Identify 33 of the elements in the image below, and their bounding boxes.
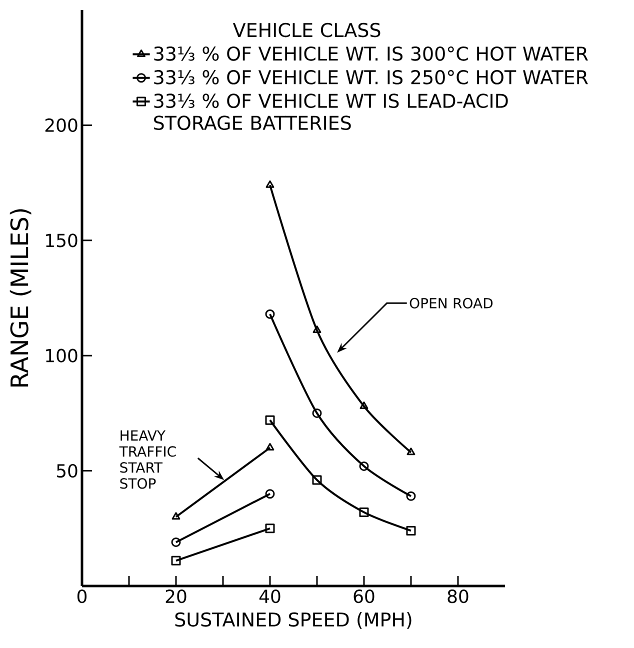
point [406,448,416,456]
annotation: OPEN ROAD [410,298,493,308]
x-tick-label: 20 [166,590,186,604]
y-tick-label: 150 [46,234,78,248]
x-tick-label: 40 [259,590,280,604]
point [406,526,416,536]
x-tick-label: 0 [77,590,87,604]
x-tick-label: 80 [448,590,468,604]
y-axis-title: RANGE (MILES) [10,209,32,387]
point [266,180,274,188]
y-tick-label: 100 [46,348,78,362]
point [406,491,416,501]
legend-title: VEHICLE CLASS [232,22,380,38]
point [312,408,322,418]
y-tick-label: 50 [56,464,78,478]
y-tick-label: 200 [45,118,78,132]
point [171,537,181,547]
legend-label: 33⅓ % OF VEHICLE WT IS LEAD-ACID STORAGE BATTERIES [154,94,508,130]
point [265,309,275,319]
point [359,508,369,518]
annotation: HEAVY TRAFFIC START STOP [119,430,176,489]
point [265,415,275,425]
point [265,489,275,499]
point [312,475,322,485]
legend-label: 33⅓ % OF VEHICLE WT. IS 300°C HOT WATER [154,46,588,61]
x-axis-title: SUSTAINED SPEED (MPH) [175,612,412,629]
point [171,556,181,566]
legend-label: 33⅓ % OF VEHICLE WT. IS 250°C HOT WATER [154,70,588,84]
point [359,461,369,471]
point [265,524,275,534]
x-tick-label: 60 [354,590,374,604]
point [312,326,322,334]
point [360,402,368,410]
